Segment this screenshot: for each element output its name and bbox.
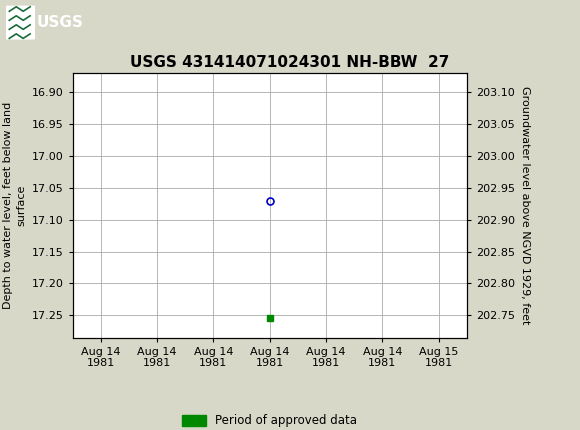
Text: USGS: USGS	[37, 15, 84, 30]
Y-axis label: Groundwater level above NGVD 1929, feet: Groundwater level above NGVD 1929, feet	[520, 86, 531, 325]
Legend: Period of approved data: Period of approved data	[177, 410, 362, 430]
Text: USGS 431414071024301 NH-BBW  27: USGS 431414071024301 NH-BBW 27	[130, 55, 450, 70]
FancyBboxPatch shape	[6, 6, 34, 39]
Y-axis label: Depth to water level, feet below land
surface: Depth to water level, feet below land su…	[3, 102, 26, 309]
